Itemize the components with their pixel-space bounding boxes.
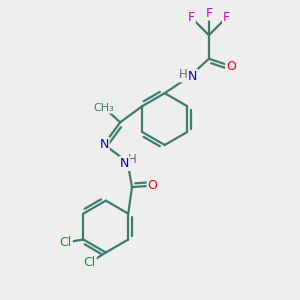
Text: F: F <box>223 11 230 24</box>
Text: CH₃: CH₃ <box>94 103 114 112</box>
Text: O: O <box>148 179 158 192</box>
Text: N: N <box>188 70 197 83</box>
Text: F: F <box>188 11 195 24</box>
Text: N: N <box>120 157 129 170</box>
Text: N: N <box>99 138 109 151</box>
Text: H: H <box>179 68 188 81</box>
Text: Cl: Cl <box>60 236 72 249</box>
Text: O: O <box>226 60 236 73</box>
Text: H: H <box>128 153 136 166</box>
Text: Cl: Cl <box>83 256 96 269</box>
Text: F: F <box>205 7 212 20</box>
